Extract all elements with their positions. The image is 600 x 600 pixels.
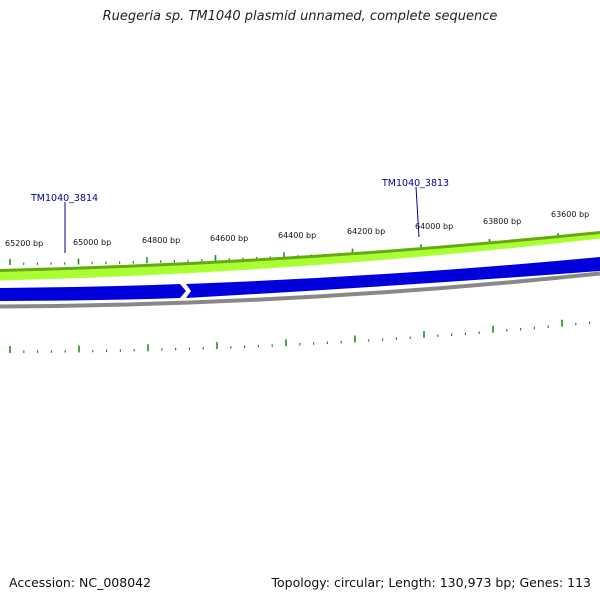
topology-summary: Topology: circular; Length: 130,973 bp; …	[271, 575, 592, 590]
tick-label: 63600 bp	[551, 210, 589, 219]
tick-label: 64800 bp	[142, 236, 180, 245]
map-title: Ruegeria sp. TM1040 plasmid unnamed, com…	[102, 9, 498, 24]
gene-label[interactable]: TM1040_3813	[381, 178, 449, 189]
inner-ring	[0, 271, 600, 309]
gene-leader-line	[415, 186, 420, 238]
inner-tick-marks	[9, 319, 591, 353]
tick-label: 64200 bp	[347, 227, 385, 236]
gene-label[interactable]: TM1040_3814	[30, 193, 98, 204]
tick-label: 64600 bp	[210, 234, 248, 243]
tick-label: 63800 bp	[483, 217, 521, 226]
tick-label: 65000 bp	[73, 238, 111, 247]
tick-label: 65200 bp	[5, 239, 43, 248]
outer-feature-band	[0, 232, 600, 281]
gene-arrow-TM1040_3813[interactable]	[186, 257, 600, 298]
outer-feature-band-edge	[0, 231, 600, 272]
tick-label: 64000 bp	[415, 222, 453, 231]
tick-label: 64400 bp	[278, 231, 316, 240]
accession-text: Accession: NC_008042	[9, 575, 152, 590]
gene-arrow-TM1040_3814[interactable]	[0, 284, 186, 301]
